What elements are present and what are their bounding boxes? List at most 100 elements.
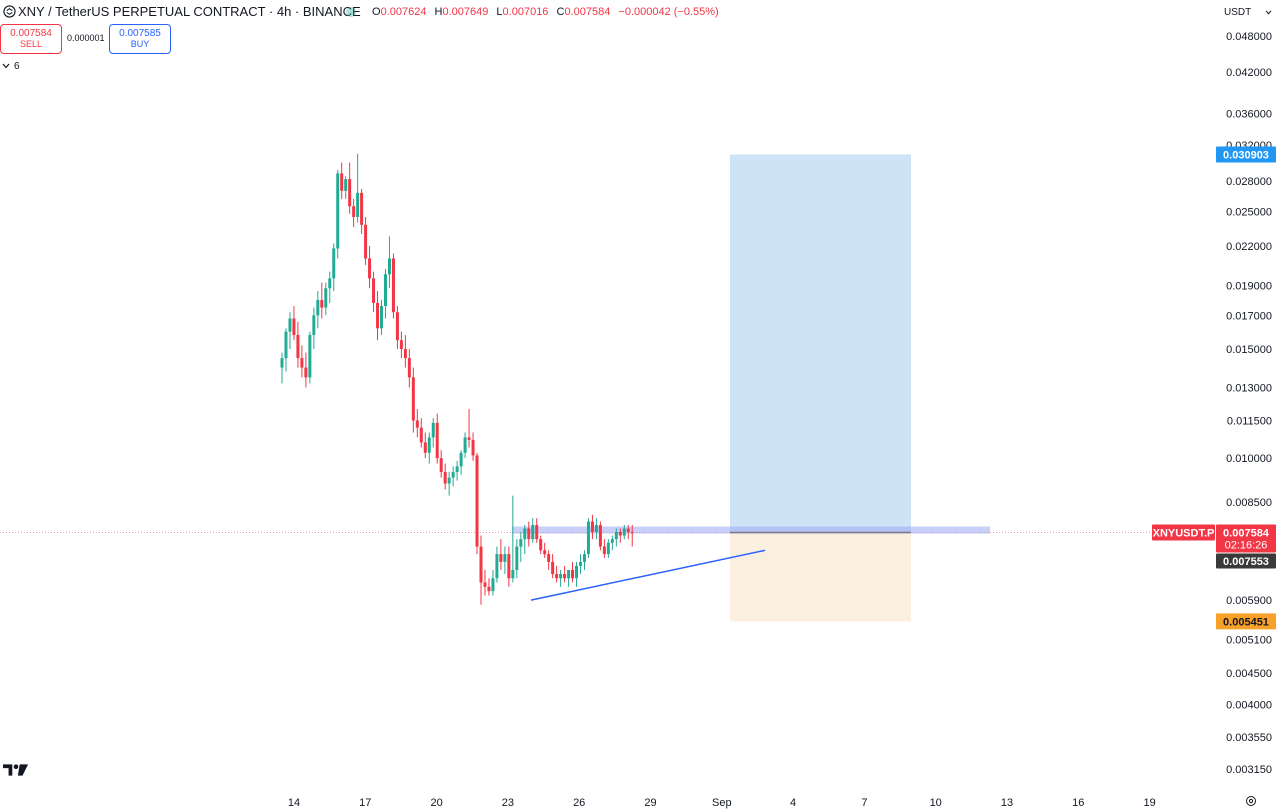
target-zone[interactable] [730, 154, 911, 533]
candle-body [447, 477, 451, 484]
price-tick-label: 0.013000 [1226, 383, 1272, 395]
support-trendline[interactable] [530, 549, 766, 601]
time-tick-label: Sep [712, 797, 732, 809]
price-tick-label: 0.036000 [1226, 108, 1272, 120]
price-tick-label: 0.028000 [1226, 176, 1272, 188]
candle-body [348, 179, 352, 207]
candle-body [459, 452, 463, 467]
candle-body [364, 224, 368, 259]
price-tags: 0.030903 0.005451 XNYUSDT.P 0.00758402:16:2… [1152, 146, 1276, 630]
candle-body [606, 542, 610, 555]
candle-body [316, 299, 320, 316]
secondary-price-tag-bg [1216, 553, 1276, 569]
time-tick-label: 19 [1143, 797, 1155, 809]
candle-body [499, 554, 503, 562]
candle-body [539, 539, 543, 551]
candle-body [352, 206, 356, 217]
low-label: L [496, 6, 503, 18]
high-value: 0.007649 [442, 6, 489, 18]
price-tick-label: 0.010000 [1226, 453, 1272, 465]
candles [280, 153, 634, 605]
candle-body [590, 521, 594, 532]
candle-body [598, 524, 602, 547]
candle-body [304, 367, 308, 378]
candle-body [567, 569, 571, 579]
buy-price: 0.007585 [119, 28, 161, 39]
settings-gear-icon[interactable] [1245, 795, 1257, 807]
candle-body [419, 427, 423, 443]
candle-body [467, 437, 471, 440]
price-tick-label: 0.019000 [1226, 280, 1272, 292]
candle-body [563, 574, 567, 579]
price-tick-label: 0.005900 [1226, 595, 1272, 607]
sell-button[interactable]: 0.007584 SELL [0, 24, 62, 54]
target-price-tag: 0.030903 [1223, 150, 1269, 162]
price-axis: 0.0480000.0420000.0360000.0320000.028000… [1226, 31, 1272, 776]
stop-zone[interactable] [730, 532, 911, 622]
candle-body [427, 437, 431, 453]
candle-body [431, 422, 435, 438]
candle-body [368, 258, 372, 279]
candle-body [523, 528, 527, 540]
ohlc-readout: O0.007624 H0.007649 L0.007016 C0.007584 … [372, 6, 724, 18]
symbol-tag: XNYUSDT.P [1153, 528, 1215, 540]
candle-body [571, 569, 575, 579]
high-label: H [434, 6, 443, 18]
candle-body [559, 574, 563, 579]
candle-body [586, 521, 590, 555]
candle-body [300, 358, 304, 368]
candle-body [614, 531, 618, 540]
chevron-down-icon [1265, 10, 1272, 15]
price-tick-label: 0.017000 [1226, 310, 1272, 322]
candle-body [491, 578, 495, 592]
candle-body [320, 299, 324, 308]
candle-body [439, 458, 443, 472]
price-tick-label: 0.011500 [1227, 416, 1272, 428]
currency-label: USDT [1224, 6, 1252, 18]
entry-band[interactable] [512, 526, 990, 534]
chart-title[interactable]: XNY / TetherUS PERPETUAL CONTRACT · 4h ·… [18, 4, 361, 19]
candle-body [543, 550, 547, 555]
time-tick-label: 23 [502, 797, 514, 809]
spread-value: 0.000001 [67, 33, 105, 43]
price-tick-label: 0.015000 [1226, 344, 1272, 356]
sell-price: 0.007584 [10, 28, 52, 39]
candle-body [423, 442, 427, 453]
candle-body [312, 315, 316, 336]
candle-body [415, 420, 419, 428]
candle-body [451, 471, 455, 478]
candle-body [511, 569, 515, 579]
candle-body [280, 358, 284, 368]
price-tick-label: 0.048000 [1226, 31, 1272, 43]
candle-body [356, 192, 360, 217]
price-tick-label: 0.008500 [1226, 497, 1272, 509]
target-price-tag-bg [1216, 146, 1276, 163]
price-tick-label: 0.004000 [1226, 700, 1272, 712]
candle-body [594, 524, 598, 532]
candle-body [531, 524, 535, 540]
candle-body [507, 554, 511, 579]
time-tick-label: 16 [1072, 797, 1084, 809]
price-tick-label: 0.042000 [1226, 67, 1272, 79]
low-value: 0.007016 [502, 6, 549, 18]
indicators-toggle[interactable]: 6 [2, 58, 22, 74]
candle-body [383, 274, 387, 306]
buy-button[interactable]: 0.007585 BUY [109, 24, 171, 54]
candle-body [582, 554, 586, 562]
time-tick-label: 4 [790, 797, 796, 809]
candle-body [626, 528, 630, 532]
buy-label: BUY [130, 39, 150, 49]
currency-select[interactable]: USDT [1218, 2, 1278, 22]
last-price-tag-bg [1216, 524, 1276, 553]
candle-body [535, 524, 539, 540]
candle-body [387, 258, 391, 275]
symbol-tag-bg [1152, 524, 1215, 541]
candle-body [519, 539, 523, 547]
symbol-switch-icon[interactable] [3, 5, 16, 18]
candle-body [411, 377, 415, 421]
tradingview-logo-icon[interactable] [3, 763, 29, 777]
candle-body [395, 312, 399, 341]
price-tick-label: 0.003150 [1226, 764, 1272, 776]
time-axis: 14 17 20 23 26 29 Sep 4 7 10 13 16 19 [288, 797, 1156, 809]
